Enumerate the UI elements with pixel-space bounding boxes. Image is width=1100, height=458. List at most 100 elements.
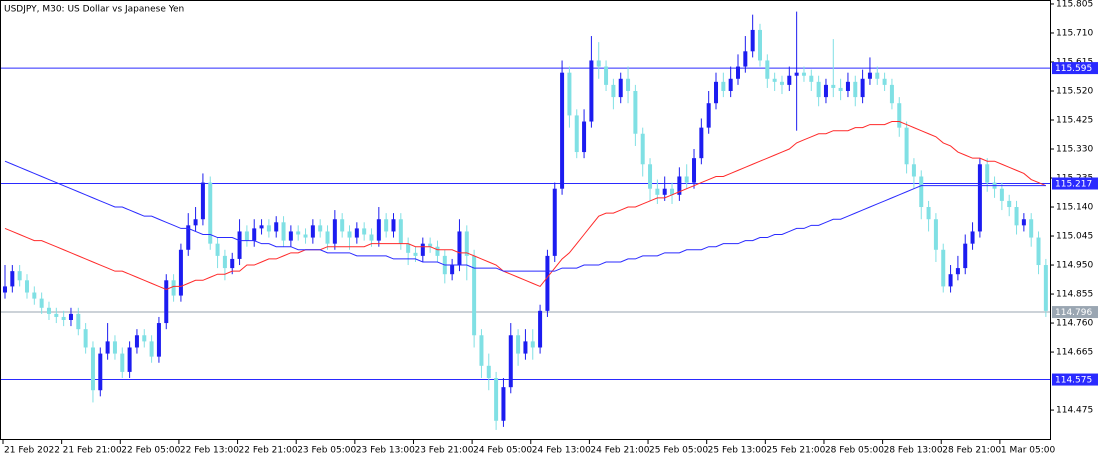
candle-body <box>171 280 176 296</box>
candle-body <box>215 243 220 256</box>
candle-body <box>398 219 403 244</box>
candle-body <box>90 347 95 391</box>
candle-body <box>911 164 916 177</box>
candle-body <box>149 341 154 357</box>
y-tick-label: 115.520 <box>1056 86 1093 96</box>
candle-body <box>626 78 631 91</box>
candle-body <box>933 219 938 250</box>
candle-body <box>354 228 359 238</box>
candle-body <box>178 249 183 296</box>
candle-body <box>574 115 579 153</box>
candle-body <box>46 307 51 314</box>
candle-body <box>486 365 491 379</box>
moving-average <box>4 160 1046 272</box>
candle-body <box>406 243 411 253</box>
level-label-box <box>1052 177 1098 190</box>
y-tick-label: 115.045 <box>1056 232 1093 242</box>
y-tick-label: 114.855 <box>1056 290 1093 300</box>
candle-body <box>955 268 960 275</box>
candle-body <box>721 81 726 91</box>
candle-body <box>318 225 323 232</box>
candle-body <box>98 353 103 391</box>
candle-body <box>303 234 308 238</box>
level-label: 114.575 <box>1055 376 1092 386</box>
candle-body <box>919 176 924 208</box>
candle-body <box>340 219 345 232</box>
x-tick-label: 23 Feb 21:00 <box>414 446 473 456</box>
candle-body <box>134 335 139 348</box>
candle-body <box>889 84 894 104</box>
candle-body <box>384 219 389 232</box>
labels-layer: 115.595 115.217 114.575 114.796 <box>1052 62 1098 386</box>
candle-body <box>516 335 521 354</box>
candle-body <box>699 127 704 159</box>
candle-body <box>596 60 601 67</box>
candle-body <box>237 231 242 259</box>
candle-body <box>728 78 733 91</box>
grid-layer <box>0 67 1050 381</box>
candle-body <box>222 255 227 269</box>
x-tick-label: 24 Feb 05:00 <box>473 446 532 456</box>
candle-body <box>589 60 594 122</box>
candle-body <box>897 103 902 128</box>
candle-body <box>472 255 477 336</box>
x-tick-label: 25 Feb 13:00 <box>708 446 767 456</box>
candle-body <box>618 78 623 98</box>
candle-body <box>120 353 125 372</box>
y-tick-label: 114.475 <box>1056 406 1093 416</box>
candle-body <box>823 84 828 98</box>
level-label-box <box>1052 62 1098 75</box>
y-tick-label: 114.950 <box>1056 261 1093 271</box>
candle-body <box>391 219 396 232</box>
level-label-box <box>1052 373 1098 386</box>
candle-body <box>17 271 22 281</box>
candle-body <box>457 231 462 266</box>
y-tick-label: 115.330 <box>1056 145 1093 155</box>
x-tick-label: 22 Feb 05:00 <box>121 446 180 456</box>
candle-body <box>200 182 205 220</box>
candle-body <box>692 158 697 183</box>
candle-body <box>1014 207 1019 226</box>
candle-body <box>757 29 762 61</box>
candle-body <box>926 207 931 220</box>
x-tick-label: 22 Feb 13:00 <box>180 446 239 456</box>
candle-body <box>464 231 469 256</box>
candle-body <box>259 225 264 229</box>
candle-body <box>296 231 301 235</box>
x-tick-label: 28 Feb 13:00 <box>884 446 943 456</box>
candle-body <box>325 231 330 244</box>
candle-body <box>970 231 975 244</box>
candle-body <box>538 310 543 348</box>
candle-body <box>999 188 1004 201</box>
candle-body <box>142 335 147 342</box>
plot-frame <box>0 0 1051 440</box>
candle-body <box>633 90 638 134</box>
candle-body <box>706 103 711 128</box>
candle-body <box>347 231 352 238</box>
x-tick-label: 24 Feb 21:00 <box>590 446 649 456</box>
candle-body <box>39 298 44 308</box>
candle-body <box>281 222 286 241</box>
x-tick-label: 1 Mar 05:00 <box>1001 446 1056 456</box>
candle-body <box>435 246 440 256</box>
candle-body <box>1043 265 1048 311</box>
candle-body <box>252 228 257 241</box>
candle-body <box>670 188 675 195</box>
candle-body <box>1036 237 1041 266</box>
price-label-box <box>1052 306 1098 319</box>
candle-body <box>985 164 990 183</box>
candle-body <box>420 243 425 256</box>
candle-body <box>376 219 381 241</box>
candle-body <box>362 228 367 235</box>
x-tick-label: 28 Feb 05:00 <box>825 446 884 456</box>
candle-body <box>112 341 117 354</box>
candle-body <box>3 286 7 293</box>
candle-body <box>1021 219 1026 226</box>
y-tick-label: 115.805 <box>1056 0 1093 9</box>
y-tick-label: 115.140 <box>1056 203 1093 213</box>
x-tick-label: 21 Feb 2022 <box>4 446 60 456</box>
candle-body <box>450 265 455 275</box>
